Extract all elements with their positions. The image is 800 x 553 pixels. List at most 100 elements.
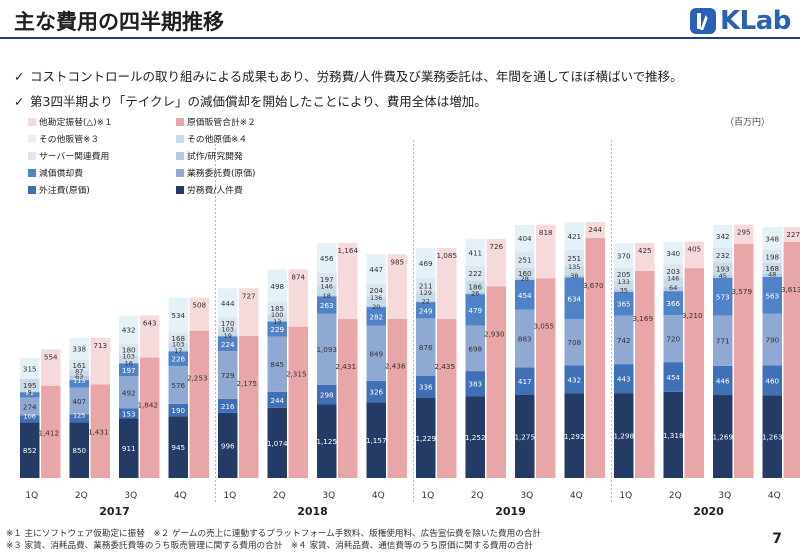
bar-segment: [366, 296, 386, 306]
bar-segment: [614, 315, 634, 365]
bar-data-label: 125: [73, 411, 85, 419]
bar-segment: [486, 238, 506, 287]
bar-segment: [317, 242, 337, 273]
legend-label: 外注費(原価): [39, 184, 90, 196]
bar-data-label: 193: [716, 265, 730, 274]
bar-segment: [41, 349, 61, 386]
legend-label: 労務費/人件費: [187, 184, 243, 196]
bar-segment: [614, 267, 634, 281]
bar-data-label: 136: [370, 294, 382, 302]
bar-data-label: 1,085: [436, 251, 457, 260]
bar-data-label: 883: [518, 335, 532, 344]
x-tick-label: 3Q: [124, 491, 137, 501]
bar-segment: [564, 277, 584, 319]
bar-segment: [486, 286, 506, 478]
bar-segment: [366, 305, 386, 308]
bar-data-label: 1,842: [137, 401, 158, 410]
bar-segment: [762, 249, 782, 263]
bar-data-label: 263: [320, 301, 334, 310]
bar-data-label: 340: [666, 249, 680, 258]
bar-segment: [168, 416, 188, 478]
bar-data-label: 153: [122, 409, 136, 418]
bar-data-label: 634: [567, 294, 581, 303]
check-icon: ✓: [14, 69, 25, 84]
bar-data-label: 22: [422, 298, 430, 306]
bar-data-label: 713: [93, 341, 107, 350]
year-label: 2017: [99, 505, 130, 518]
bar-data-label: 298: [320, 391, 334, 400]
bar-segment: [317, 285, 337, 296]
bar-data-label: 1,431: [88, 427, 109, 436]
bar-segment: [635, 270, 655, 478]
bar-segment: [416, 300, 436, 303]
check-icon: ✓: [14, 94, 25, 109]
title-underline: [0, 37, 800, 39]
bar-data-label: 195: [23, 381, 37, 390]
bar-data-label: 1,252: [465, 433, 486, 442]
bar-data-label: 742: [617, 336, 631, 345]
bar-segment: [267, 269, 287, 303]
bar-segment: [20, 397, 40, 416]
bar-data-label: 446: [716, 376, 730, 385]
bar-data-label: 81: [26, 389, 34, 397]
bar-data-label: 342: [716, 232, 730, 241]
bar-segment: [762, 262, 782, 274]
legend-swatch: [28, 186, 36, 194]
bar-data-label: 460: [765, 376, 779, 385]
bar-segment: [465, 371, 485, 397]
bar-data-label: 366: [666, 299, 680, 308]
bar-data-label: 421: [567, 232, 581, 241]
legend-label: 他勘定振替(△)※１: [39, 116, 113, 128]
bar-segment: [69, 370, 89, 376]
x-tick-label: 1Q: [25, 491, 38, 501]
bar-segment: [614, 291, 634, 316]
legend-label: サーバー関連費用: [39, 150, 109, 162]
x-tick-label: 1Q: [223, 491, 236, 501]
bar-segment: [515, 267, 535, 279]
bar-segment: [387, 254, 407, 319]
bar-segment: [168, 332, 188, 344]
bar-data-label: 3,613: [781, 285, 800, 294]
bar-data-label: 185: [270, 304, 284, 313]
bar-segment: [465, 396, 485, 478]
bar-segment: [119, 408, 139, 419]
bar-segment: [267, 320, 287, 322]
bar-segment: [168, 350, 188, 352]
bar-segment: [564, 365, 584, 394]
bar-segment: [288, 326, 308, 478]
bar-data-label: 13: [273, 318, 281, 326]
bar-segment: [663, 277, 683, 287]
bar-data-label: 216: [221, 402, 235, 411]
bar-segment: [762, 227, 782, 250]
bar-segment: [734, 243, 754, 478]
year-label: 2018: [297, 505, 328, 518]
bar-segment: [437, 247, 457, 319]
summary-bullet-text: コストコントロールの取り組みによる成果もあり、労務費/人件費及び業務委託は、年間…: [30, 69, 683, 84]
x-tick-label: 1Q: [619, 491, 632, 501]
bar-data-label: 106: [24, 412, 36, 420]
bar-data-label: 996: [221, 441, 235, 450]
bar-data-label: 874: [291, 272, 305, 281]
bar-data-label: 326: [369, 388, 383, 397]
bar-segment: [465, 265, 485, 281]
bar-segment: [119, 355, 139, 363]
bar-segment: [267, 407, 287, 478]
bar-data-label: 443: [617, 375, 631, 384]
legend-swatch: [28, 135, 36, 143]
bar-data-label: 425: [638, 246, 652, 255]
bar-data-label: 1,164: [337, 246, 358, 255]
bar-segment: [218, 328, 238, 336]
bar-segment: [564, 393, 584, 478]
bar-segment: [20, 422, 40, 478]
bar-segment: [536, 224, 556, 279]
bar-segment: [168, 343, 188, 351]
bar-data-label: 26: [471, 289, 479, 297]
bar-segment: [366, 325, 386, 382]
bar-data-label: 3,579: [731, 287, 752, 296]
bar-data-label: 444: [221, 299, 235, 308]
bar-data-label: 573: [716, 293, 730, 302]
bar-data-label: 161: [72, 361, 86, 370]
bar-segment: [713, 247, 733, 263]
bar-data-label: 407: [72, 397, 86, 406]
bar-segment: [119, 418, 139, 478]
